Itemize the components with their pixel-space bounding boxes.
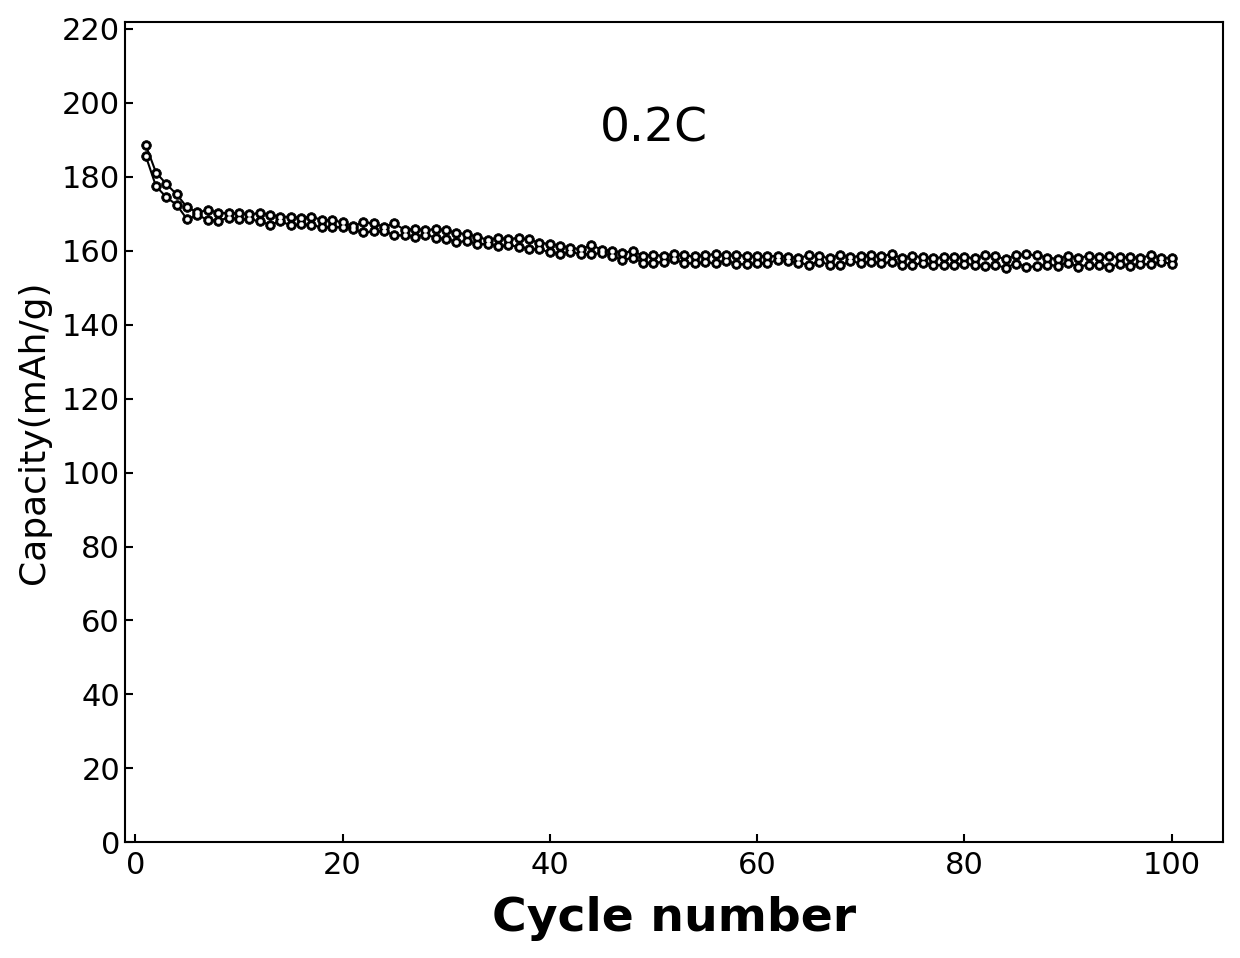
X-axis label: Cycle number: Cycle number xyxy=(492,897,856,942)
Text: 0.2C: 0.2C xyxy=(599,106,707,151)
Y-axis label: Capacity(mAh/g): Capacity(mAh/g) xyxy=(16,280,51,583)
